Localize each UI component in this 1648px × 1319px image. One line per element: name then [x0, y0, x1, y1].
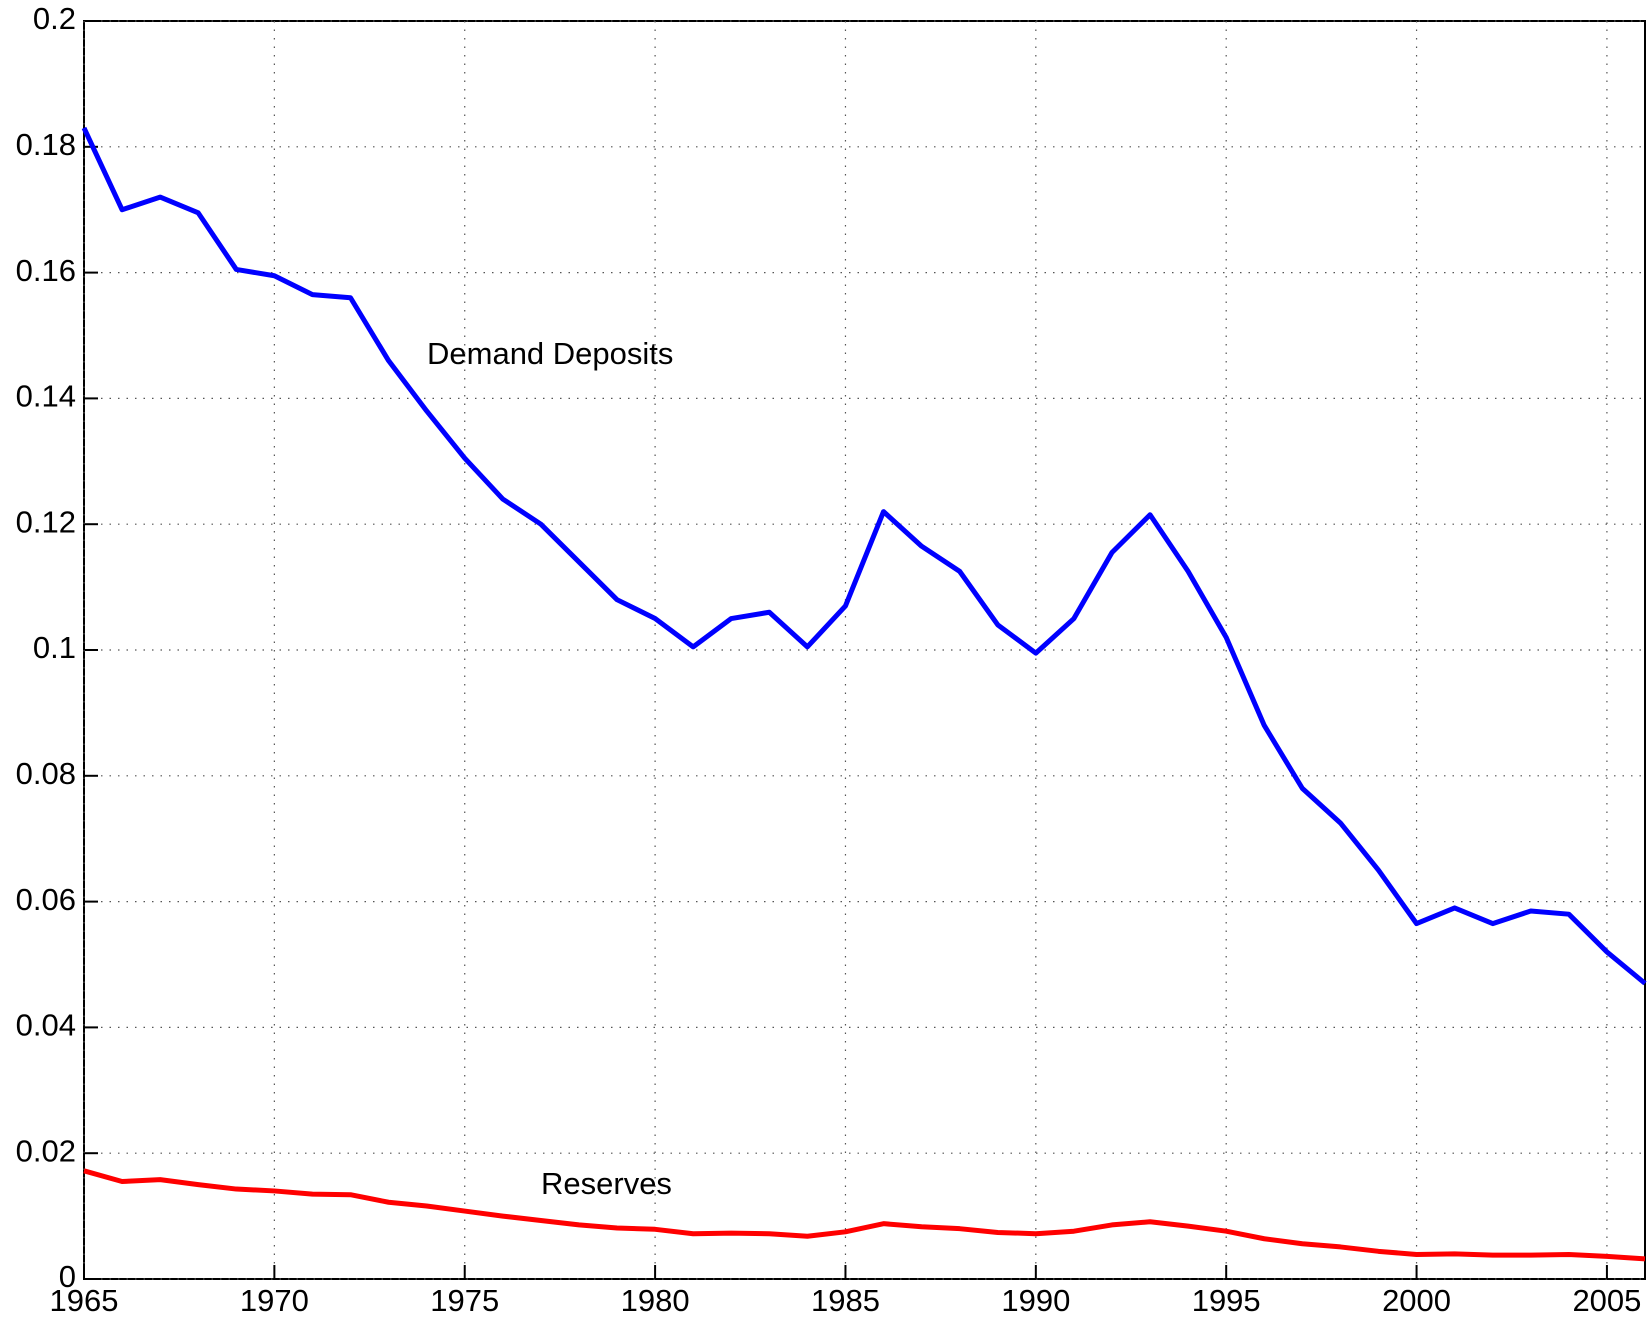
x-tick-label: 1965: [50, 1283, 119, 1318]
x-tick-label: 1980: [621, 1283, 690, 1318]
y-tick-label: 0.2: [33, 1, 76, 36]
y-tick-label: 0.04: [16, 1008, 76, 1043]
x-tick-label: 1985: [811, 1283, 880, 1318]
x-tick-label: 2005: [1572, 1283, 1641, 1318]
y-tick-label: 0.16: [16, 253, 76, 288]
y-tick-label: 0.02: [16, 1133, 76, 1168]
data-line: [83, 1168, 1646, 1262]
x-tick-label: 1990: [1001, 1283, 1070, 1318]
y-tick-label: 0.06: [16, 882, 76, 917]
data-line: [81, 126, 1647, 986]
series-annotation: Demand Deposits: [427, 336, 673, 371]
y-tick-label: 0.14: [16, 379, 76, 414]
x-tick-label: 1970: [240, 1283, 309, 1318]
x-tick-label: 1995: [1192, 1283, 1261, 1318]
y-tick-label: 0.08: [16, 756, 76, 791]
y-tick-label: 0.18: [16, 127, 76, 162]
x-tick-label: 1975: [430, 1283, 499, 1318]
y-tick-label: 0.12: [16, 504, 76, 539]
y-tick-label: 0: [59, 1259, 76, 1294]
x-tick-label: 2000: [1382, 1283, 1451, 1318]
y-tick-label: 0.1: [33, 630, 76, 665]
series-annotation: Reserves: [541, 1166, 672, 1201]
